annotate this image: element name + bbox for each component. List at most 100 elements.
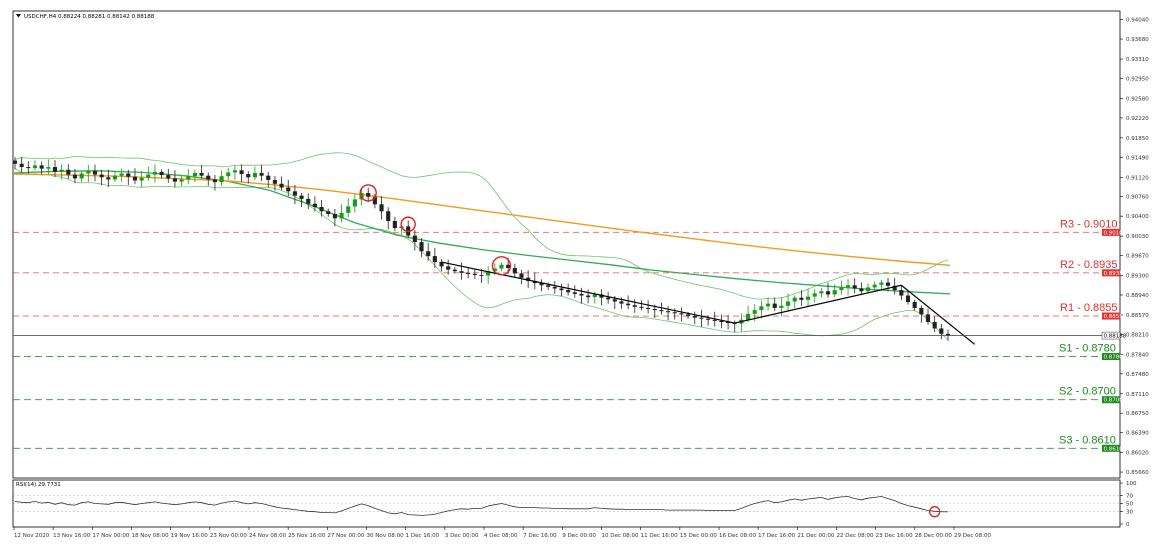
y-tick-label: 0.88570 (1126, 313, 1149, 319)
y-tick-label: 0.91490 (1126, 155, 1149, 161)
candle-down (539, 283, 544, 286)
candle-down (626, 303, 631, 306)
candle-down (319, 206, 324, 212)
candle-down (126, 173, 131, 177)
x-tick-label: 24 Nov 08:00 (249, 533, 287, 539)
candle-down (646, 307, 651, 310)
symbol-dropdown-icon[interactable] (16, 14, 21, 18)
y-tick-label: 0.90760 (1126, 195, 1149, 201)
x-tick-label: 4 Dec 08:00 (484, 533, 518, 539)
candle-up (865, 287, 871, 292)
candle-down (566, 290, 571, 293)
candle-up (346, 206, 351, 213)
circle-markers (359, 184, 512, 276)
candle-down (732, 323, 737, 324)
candle-down (419, 242, 424, 252)
candle-down (699, 317, 704, 319)
x-tick-label: 23 Nov 00:00 (210, 533, 248, 539)
candle-down (12, 160, 18, 164)
moving-averages (13, 170, 951, 295)
x-tick-label: 9 Dec 00:00 (562, 533, 596, 539)
x-tick-label: 11 Dec 16:00 (641, 533, 678, 539)
y-tick-label: 0.86020 (1126, 451, 1149, 457)
candle-down (392, 221, 397, 229)
rsi-indicator-label: RSI(14) 29.7731 (16, 482, 61, 488)
candle-down (632, 305, 637, 307)
level-label: R1 - 0.8855 (1060, 302, 1117, 314)
candle-down (66, 169, 71, 175)
level-price-tag (1102, 269, 1120, 277)
candle-up (819, 291, 824, 294)
candle-up (486, 271, 491, 276)
y-tick-label: 0.88210 (1126, 332, 1149, 338)
time-axis: 12 Nov 2020 13 Nov 16:00 17 Nov 00:00 18 No… (13, 527, 991, 539)
candle-down (885, 282, 891, 286)
candle-up (879, 282, 884, 285)
rsi-circle-marker (929, 506, 941, 518)
level-price-tag (1102, 228, 1120, 236)
candle-up (492, 268, 497, 272)
candle-up (192, 172, 198, 177)
candle-down (852, 285, 857, 289)
candle-down (199, 172, 204, 176)
candle-down (306, 198, 311, 204)
candle-down (639, 306, 644, 308)
candle-down (519, 273, 524, 278)
candle-down (446, 266, 451, 270)
level-price-tag-label: 0.86100 (1104, 446, 1127, 452)
candle-down (266, 175, 271, 180)
candle-down (386, 211, 391, 222)
current-price-label: 0.88188 (1104, 334, 1127, 340)
candle-down (412, 235, 417, 243)
candle-down (572, 292, 577, 294)
y-tick-label: 0.86390 (1126, 431, 1149, 437)
candle-down (26, 167, 31, 169)
level-price-tag-label: 0.89350 (1104, 271, 1127, 277)
candle-down (472, 273, 477, 276)
candle-up (179, 179, 184, 182)
y-tick-label: 0.91120 (1126, 175, 1149, 181)
candle-down (246, 174, 251, 178)
current-price: 0.88188 (13, 331, 1127, 340)
y-tick-label: 0.88940 (1126, 293, 1149, 299)
candle-up (845, 285, 851, 288)
candle-up (499, 264, 504, 269)
x-tick-label: 29 Dec 08:00 (954, 533, 991, 539)
candle-down (579, 293, 584, 296)
rsi-panel: 100 70 50 30 0 (13, 481, 1137, 528)
candle-down (619, 301, 624, 304)
candle-up (86, 170, 91, 174)
y-tick-label: 0.92950 (1126, 76, 1149, 82)
candle-down (686, 314, 691, 317)
bollinger-bands (14, 152, 949, 341)
x-tick-label: 12 Nov 2020 (14, 533, 50, 539)
candle-down (52, 167, 58, 172)
candle-down (526, 277, 531, 281)
y-tick-label: 0.86750 (1126, 411, 1149, 417)
candle-up (46, 167, 51, 169)
trendlines (441, 261, 976, 345)
candle-up (119, 173, 124, 176)
y-tick-label: 0.87840 (1126, 352, 1149, 358)
candle-down (925, 314, 931, 322)
candle-down (379, 204, 384, 212)
candle-up (59, 169, 64, 172)
candle-down (552, 286, 557, 289)
candle-up (812, 293, 817, 297)
current-price-tag (1101, 331, 1121, 340)
candle-down (166, 175, 171, 179)
x-tick-label: 15 Dec 00:00 (680, 533, 717, 539)
candle-down (659, 310, 664, 312)
candle-down (279, 183, 284, 188)
x-tick-label: 23 Dec 16:00 (876, 533, 913, 539)
x-tick-label: 3 Dec 00:00 (445, 533, 479, 539)
candle-up (252, 172, 257, 178)
level-label: S3 - 0.8610 (1059, 434, 1116, 446)
price-panel-frame (12, 10, 1121, 479)
candle-down (259, 172, 264, 176)
candle-down (905, 295, 911, 302)
candle-down (466, 272, 471, 274)
y-tick-label: 0.92220 (1126, 116, 1149, 122)
candle-up (186, 176, 191, 180)
